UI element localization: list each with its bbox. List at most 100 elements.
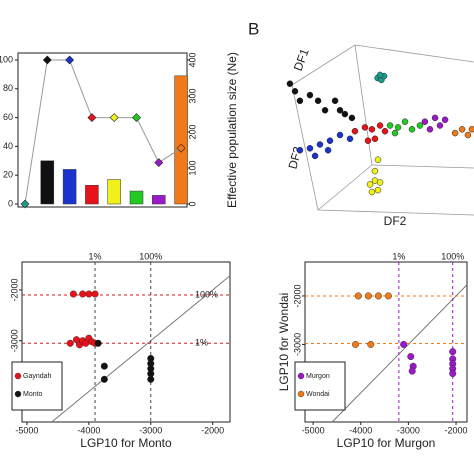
point: [376, 179, 384, 186]
legend-box: [294, 361, 346, 411]
point: [408, 126, 416, 133]
point: [94, 339, 102, 347]
y2-axis-label: Effective population size (Ne): [225, 52, 239, 208]
legend-marker: [297, 390, 305, 398]
y2-tick-label: 0: [187, 201, 197, 206]
ne-marker: [20, 199, 30, 209]
point: [351, 127, 359, 135]
point: [91, 290, 99, 298]
point: [364, 137, 372, 144]
legend-marker: [14, 390, 22, 398]
point: [364, 292, 372, 300]
ref-label: 1%: [392, 251, 405, 261]
y-tick-label: -2000: [9, 278, 19, 301]
point: [464, 131, 472, 139]
bar: [152, 195, 166, 205]
point: [66, 339, 74, 347]
point: [394, 124, 402, 131]
point: [458, 126, 466, 133]
legend-label: Gayndah: [23, 373, 52, 380]
point: [296, 97, 304, 105]
point: [348, 114, 356, 122]
point: [368, 126, 376, 133]
bar: [174, 75, 188, 205]
point: [324, 146, 332, 154]
point: [421, 118, 429, 125]
point: [400, 340, 408, 348]
point: [386, 122, 394, 129]
point: [426, 126, 434, 133]
ne-marker: [132, 113, 141, 123]
ref-label: 100%: [195, 289, 218, 299]
point: [69, 290, 77, 298]
legend-marker: [14, 372, 22, 380]
point: [368, 188, 376, 196]
y-tick-label: 40: [3, 141, 13, 151]
legend-label: Wondai: [306, 391, 330, 398]
point: [374, 186, 382, 194]
point: [371, 167, 379, 175]
ne-marker: [154, 158, 164, 168]
identity-line: [331, 284, 468, 423]
ref-label: 100%: [139, 251, 162, 261]
point: [296, 146, 304, 154]
point: [449, 370, 457, 378]
point: [376, 71, 384, 79]
y-tick-label: -3000: [9, 329, 19, 352]
x-tick-label: -3000: [139, 425, 162, 435]
legend-marker: [297, 372, 305, 380]
bar: [40, 160, 55, 205]
df1-label: DF1: [291, 46, 312, 72]
point: [401, 118, 409, 125]
ref-label: 100%: [441, 251, 464, 261]
point: [374, 292, 382, 300]
x-tick-label: -5000: [302, 425, 325, 435]
point: [468, 126, 474, 133]
point: [451, 129, 459, 137]
y-tick-label: -3000: [292, 333, 302, 356]
bar: [62, 169, 77, 205]
point: [352, 340, 360, 348]
point: [321, 107, 329, 114]
point: [371, 135, 379, 143]
point: [306, 91, 314, 99]
point: [336, 107, 344, 114]
ne-marker: [176, 143, 186, 153]
point: [367, 340, 375, 348]
point: [331, 97, 339, 105]
point: [354, 292, 362, 300]
point: [306, 145, 314, 152]
point: [286, 80, 294, 87]
point: [79, 290, 87, 298]
y2-tick-label: 400: [187, 52, 197, 67]
x-tick-label: -4000: [349, 425, 372, 435]
point: [85, 290, 93, 298]
point: [416, 122, 424, 129]
bar: [85, 185, 99, 205]
x-tick-label: -2000: [201, 425, 224, 435]
point: [316, 141, 324, 148]
ne-marker: [109, 113, 119, 123]
point: [311, 152, 319, 160]
cube-edge: [354, 44, 373, 166]
x-tick-label: -4000: [77, 425, 100, 435]
ref-label: 1%: [195, 338, 208, 348]
point: [341, 110, 349, 118]
point: [326, 137, 334, 144]
y-tick-label: 20: [3, 170, 13, 180]
y-tick-label: 100: [0, 54, 13, 64]
y-tick-label: 60: [3, 112, 13, 122]
point: [346, 135, 354, 143]
legend-box: [11, 361, 63, 411]
cube-edge: [291, 84, 474, 216]
ne-marker: [65, 55, 75, 65]
point: [291, 88, 299, 95]
y-tick-label: -2000: [292, 284, 302, 307]
y2-tick-label: 100: [187, 160, 197, 175]
plot-frame: [21, 261, 231, 423]
y-tick-label: 0: [8, 198, 13, 208]
point: [374, 156, 382, 163]
x-tick-label: -2000: [445, 425, 468, 435]
point: [376, 122, 384, 129]
point: [391, 129, 399, 137]
